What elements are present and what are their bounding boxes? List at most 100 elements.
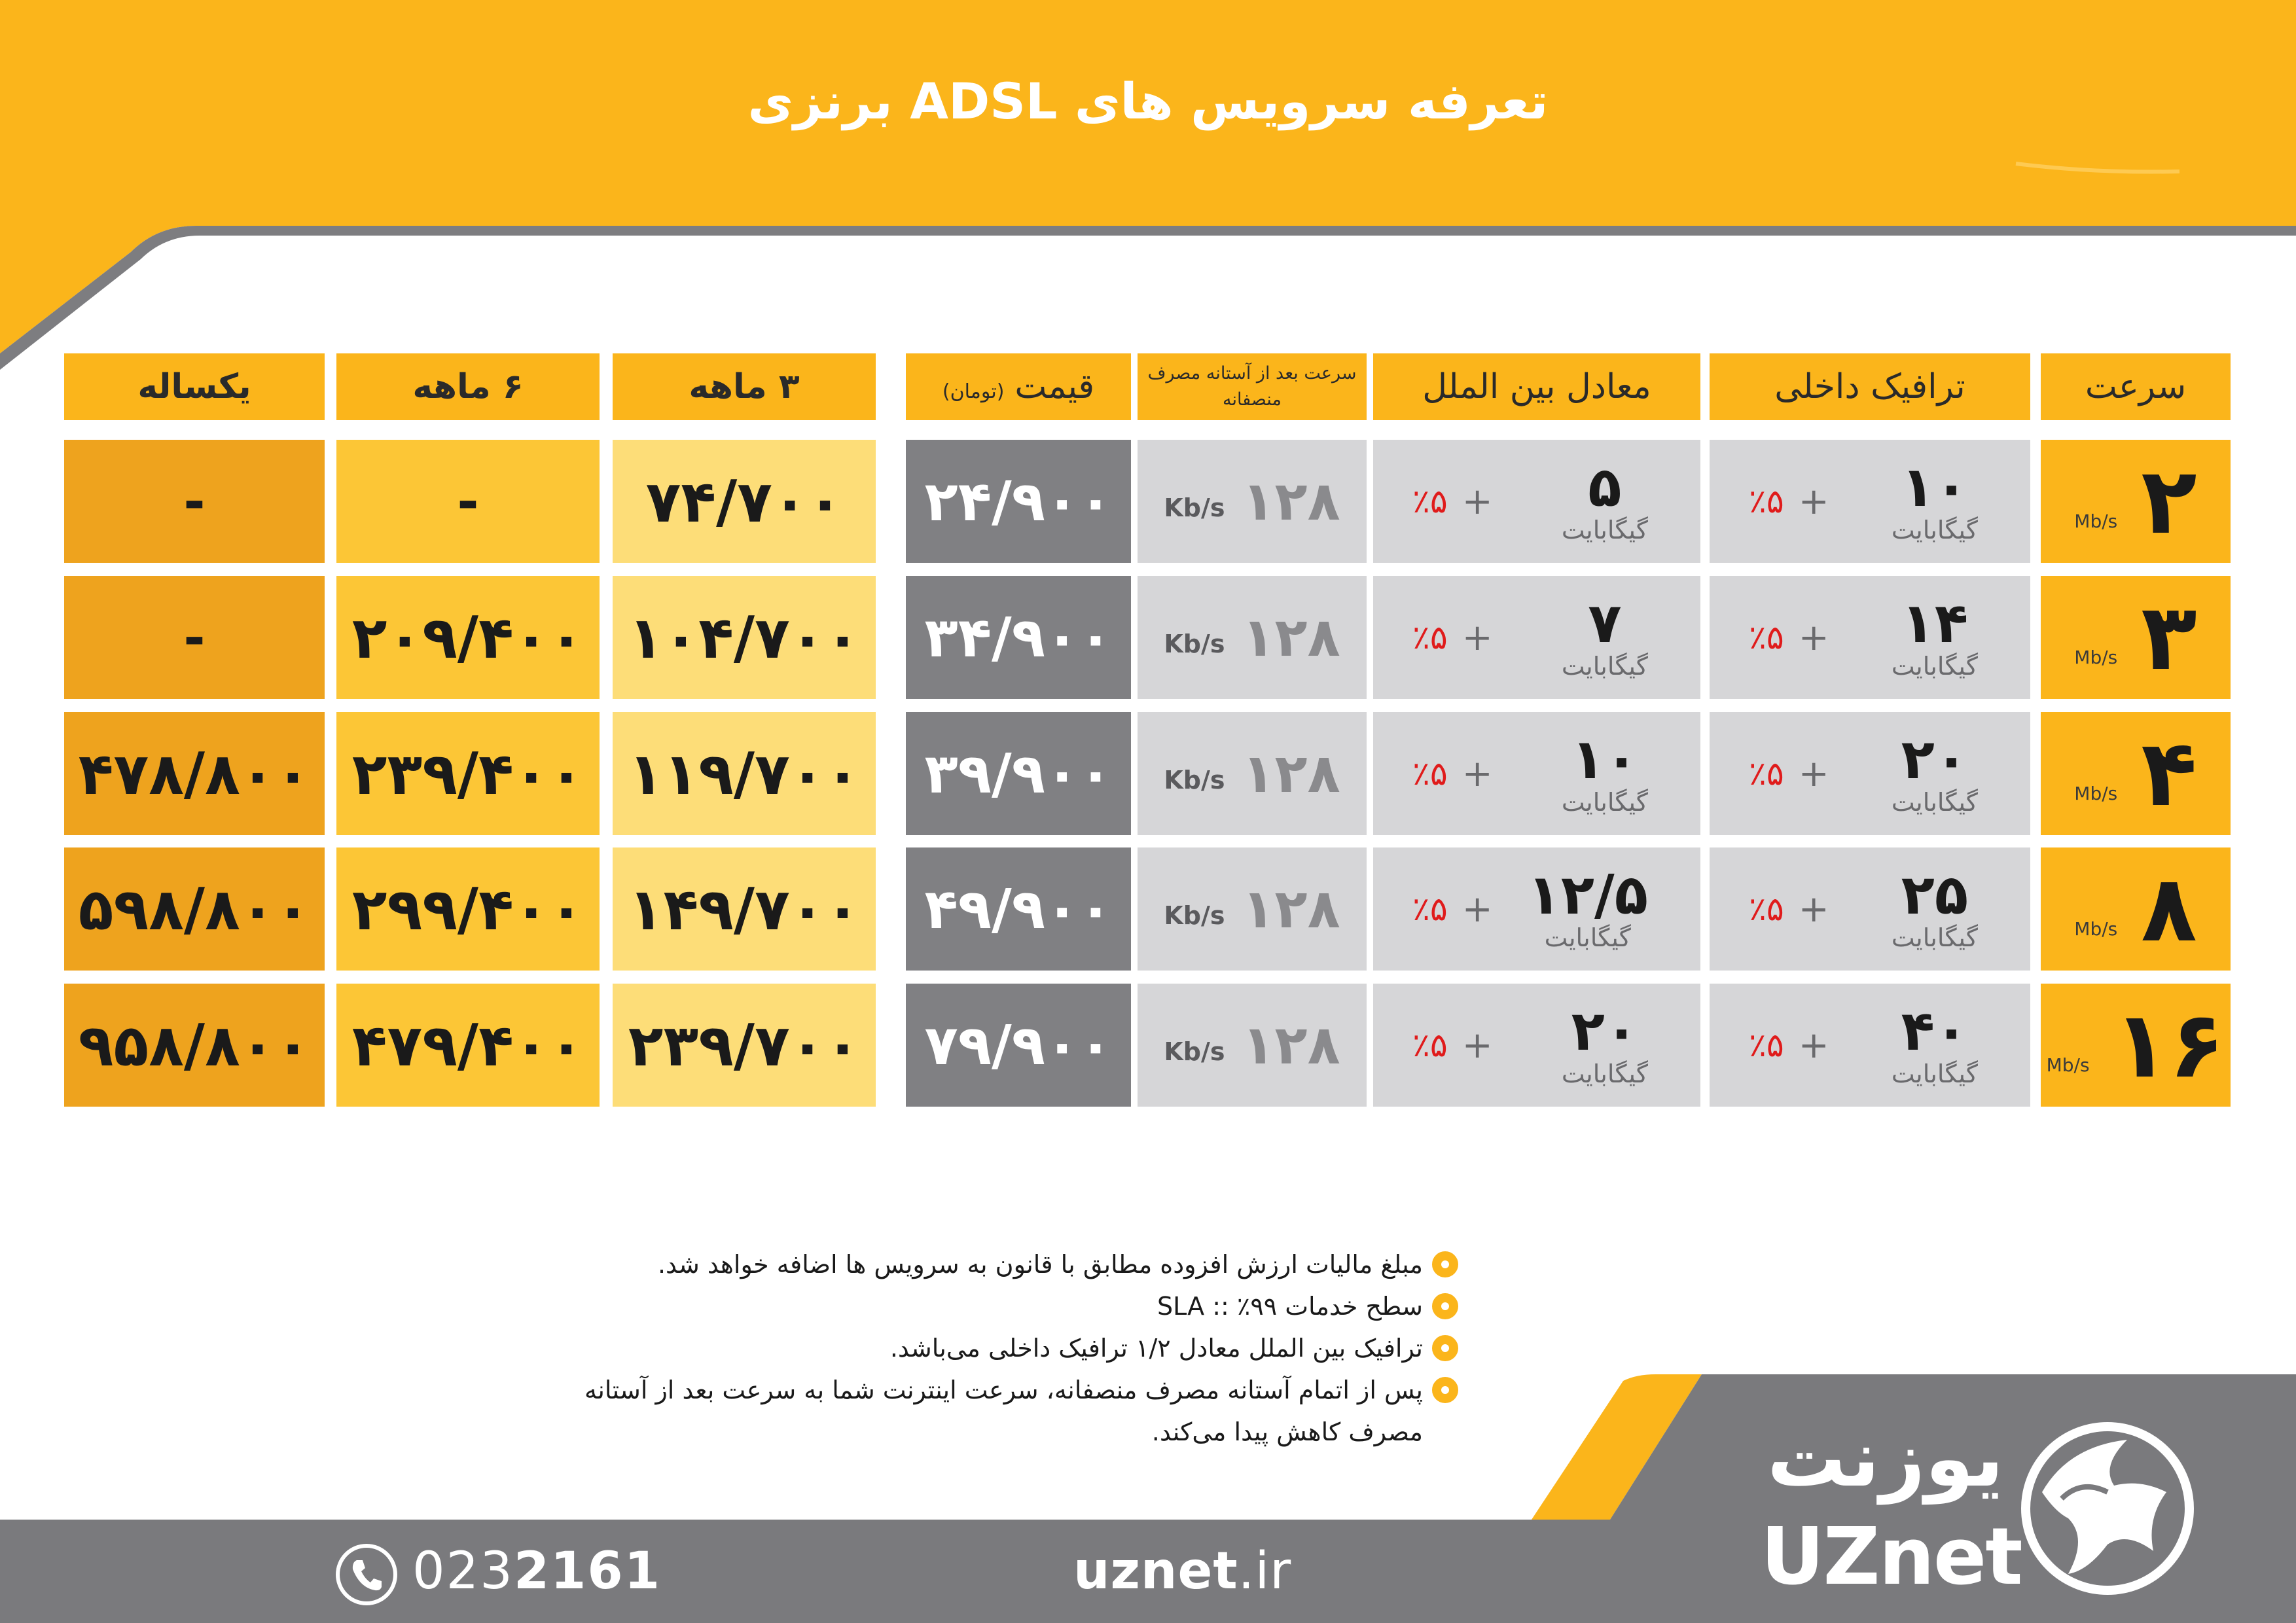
traffic-unit: گیگابایت bbox=[1544, 923, 1631, 952]
bonus-percent: + ٪۵ bbox=[1749, 616, 1829, 659]
traffic-amount: ۷ گیگابایت bbox=[1562, 594, 1648, 681]
yearly-price-cell: - bbox=[64, 576, 325, 699]
header-price: قیمت(تومان) bbox=[906, 353, 1131, 420]
package-price: ۵۹۸/۸۰۰ bbox=[78, 875, 311, 943]
traffic-amount: ۱۰ گیگابایت bbox=[1892, 458, 1978, 544]
bonus-percent: + ٪۵ bbox=[1412, 480, 1493, 523]
yearly-price-cell: ۴۷۸/۸۰۰ bbox=[64, 712, 325, 835]
bonus-percent-value: ٪۵ bbox=[1412, 890, 1448, 928]
traffic-unit: گیگابایت bbox=[1891, 788, 1978, 817]
phone-icon bbox=[336, 1544, 397, 1605]
speed-value: ۴ bbox=[2141, 720, 2197, 827]
brand-name-english: UZnet bbox=[1761, 1512, 2023, 1603]
plus-sign: + bbox=[1462, 752, 1493, 795]
6-month-price-cell: ۲۳۹/۴۰۰ bbox=[336, 712, 600, 835]
3-month-price-cell: ۷۴/۷۰۰ bbox=[613, 440, 876, 563]
speed-unit: Mb/s bbox=[2046, 1054, 2090, 1076]
international-traffic-cell: ۱۲/۵ گیگابایت + ٪۵ bbox=[1373, 847, 1700, 971]
package-price: ۲۳۹/۴۰۰ bbox=[351, 740, 584, 808]
traffic-content: ۲۰ گیگابایت + ٪۵ bbox=[1710, 712, 2030, 835]
website-link[interactable]: uznet.ir bbox=[1073, 1542, 1292, 1601]
bonus-percent: + ٪۵ bbox=[1412, 753, 1493, 795]
traffic-unit: گیگابایت bbox=[1891, 923, 1978, 952]
domestic-traffic-cell: ۱۴ گیگابایت + ٪۵ bbox=[1710, 576, 2030, 699]
speed-cell: ۲ Mb/s bbox=[2041, 440, 2231, 563]
price-cell: ۲۴/۹۰۰ bbox=[906, 440, 1131, 563]
after-threshold-value: ۱۲۸ bbox=[1242, 606, 1340, 669]
traffic-value: ۷ bbox=[1588, 591, 1622, 655]
3-month-price-cell: ۲۳۹/۷۰۰ bbox=[613, 984, 876, 1107]
traffic-value: ۱۴ bbox=[1901, 591, 1969, 655]
traffic-amount: ۱۲/۵ گیگابایت bbox=[1528, 866, 1649, 952]
price-cell: ۴۹/۹۰۰ bbox=[906, 847, 1131, 971]
package-price: ۱۰۴/۷۰۰ bbox=[628, 603, 861, 671]
6-month-price-cell: ۴۷۹/۴۰۰ bbox=[336, 984, 600, 1107]
speed-unit: Mb/s bbox=[2074, 646, 2118, 668]
bullet-icon bbox=[1432, 1251, 1458, 1277]
plus-sign: + bbox=[1798, 480, 1829, 523]
traffic-amount: ۱۴ گیگابایت bbox=[1892, 594, 1978, 681]
speed-value: ۱۶ bbox=[2113, 991, 2225, 1099]
yearly-price-cell: ۵۹۸/۸۰۰ bbox=[64, 847, 325, 971]
package-price: - bbox=[183, 471, 206, 532]
speed-cell: ۸ Mb/s bbox=[2041, 847, 2231, 971]
3-month-price-cell: ۱۱۹/۷۰۰ bbox=[613, 712, 876, 835]
package-price: ۱۴۹/۷۰۰ bbox=[628, 875, 861, 943]
monthly-price: ۷۹/۹۰۰ bbox=[924, 1013, 1113, 1077]
plus-sign: + bbox=[1798, 1024, 1829, 1067]
package-price: ۲۰۹/۴۰۰ bbox=[351, 603, 584, 671]
package-price: ۲۹۹/۴۰۰ bbox=[351, 875, 584, 943]
brand-name-persian: یوزنت bbox=[1767, 1414, 2004, 1505]
after-threshold-cell: ۱۲۸ Kb/s bbox=[1138, 847, 1367, 971]
bonus-percent: + ٪۵ bbox=[1412, 1024, 1493, 1067]
bullet-icon bbox=[1432, 1377, 1458, 1403]
traffic-amount: ۲۰ گیگابایت bbox=[1562, 1002, 1648, 1088]
header-yearly: یکساله bbox=[64, 353, 325, 420]
bonus-percent: + ٪۵ bbox=[1412, 616, 1493, 659]
bonus-percent: + ٪۵ bbox=[1749, 753, 1829, 795]
after-threshold-unit: Kb/s bbox=[1164, 901, 1225, 930]
domestic-traffic-cell: ۲۵ گیگابایت + ٪۵ bbox=[1710, 847, 2030, 971]
bonus-percent: + ٪۵ bbox=[1412, 888, 1493, 931]
bonus-percent-value: ٪۵ bbox=[1412, 755, 1448, 793]
traffic-value: ۲۰ bbox=[1571, 999, 1639, 1063]
plus-sign: + bbox=[1462, 480, 1493, 523]
traffic-content: ۴۰ گیگابایت + ٪۵ bbox=[1710, 984, 2030, 1107]
bonus-percent-value: ٪۵ bbox=[1412, 1026, 1448, 1064]
international-traffic-cell: ۱۰ گیگابایت + ٪۵ bbox=[1373, 712, 1700, 835]
plus-sign: + bbox=[1462, 887, 1493, 931]
page-title: تعرفه سرویس های ADSL برنزی bbox=[747, 72, 1549, 130]
plus-sign: + bbox=[1462, 616, 1493, 659]
traffic-unit: گیگابایت bbox=[1561, 652, 1648, 681]
header-domestic-traffic: ترافیک داخلی bbox=[1710, 353, 2030, 420]
traffic-amount: ۴۰ گیگابایت bbox=[1892, 1002, 1978, 1088]
phone-number[interactable]: 0232161 bbox=[412, 1542, 661, 1601]
package-price: ۴۷۸/۸۰۰ bbox=[78, 740, 311, 808]
traffic-amount: ۵ گیگابایت bbox=[1562, 458, 1648, 544]
yearly-price-cell: - bbox=[64, 440, 325, 563]
package-price: - bbox=[457, 471, 479, 532]
package-price: ۴۷۹/۴۰۰ bbox=[351, 1011, 584, 1079]
after-threshold-value: ۱۲۸ bbox=[1242, 878, 1340, 940]
package-price: - bbox=[183, 607, 206, 668]
notes-list: مبلغ مالیات ارزش افزوده مطابق با قانون ب… bbox=[542, 1243, 1458, 1453]
3-month-price-cell: ۱۴۹/۷۰۰ bbox=[613, 847, 876, 971]
monthly-price: ۳۴/۹۰۰ bbox=[924, 605, 1113, 669]
speed-unit: Mb/s bbox=[2074, 782, 2118, 804]
after-threshold-unit: Kb/s bbox=[1164, 1037, 1225, 1066]
traffic-value: ۴۰ bbox=[1901, 999, 1969, 1063]
bullet-icon bbox=[1432, 1293, 1458, 1319]
speed-cell: ۴ Mb/s bbox=[2041, 712, 2231, 835]
traffic-unit: گیگابایت bbox=[1891, 516, 1978, 544]
international-traffic-cell: ۵ گیگابایت + ٪۵ bbox=[1373, 440, 1700, 563]
header-after-threshold: سرعت بعد از آستانه مصرف منصفانه bbox=[1138, 353, 1367, 420]
traffic-content: ۵ گیگابایت + ٪۵ bbox=[1373, 440, 1700, 563]
bonus-percent-value: ٪۵ bbox=[1749, 482, 1784, 520]
bonus-percent-value: ٪۵ bbox=[1749, 755, 1784, 793]
traffic-value: ۲۵ bbox=[1901, 863, 1969, 927]
bonus-percent: + ٪۵ bbox=[1749, 888, 1829, 931]
traffic-value: ۱۰ bbox=[1901, 455, 1969, 519]
plus-sign: + bbox=[1798, 887, 1829, 931]
speed-value: ۳ bbox=[2141, 584, 2197, 691]
